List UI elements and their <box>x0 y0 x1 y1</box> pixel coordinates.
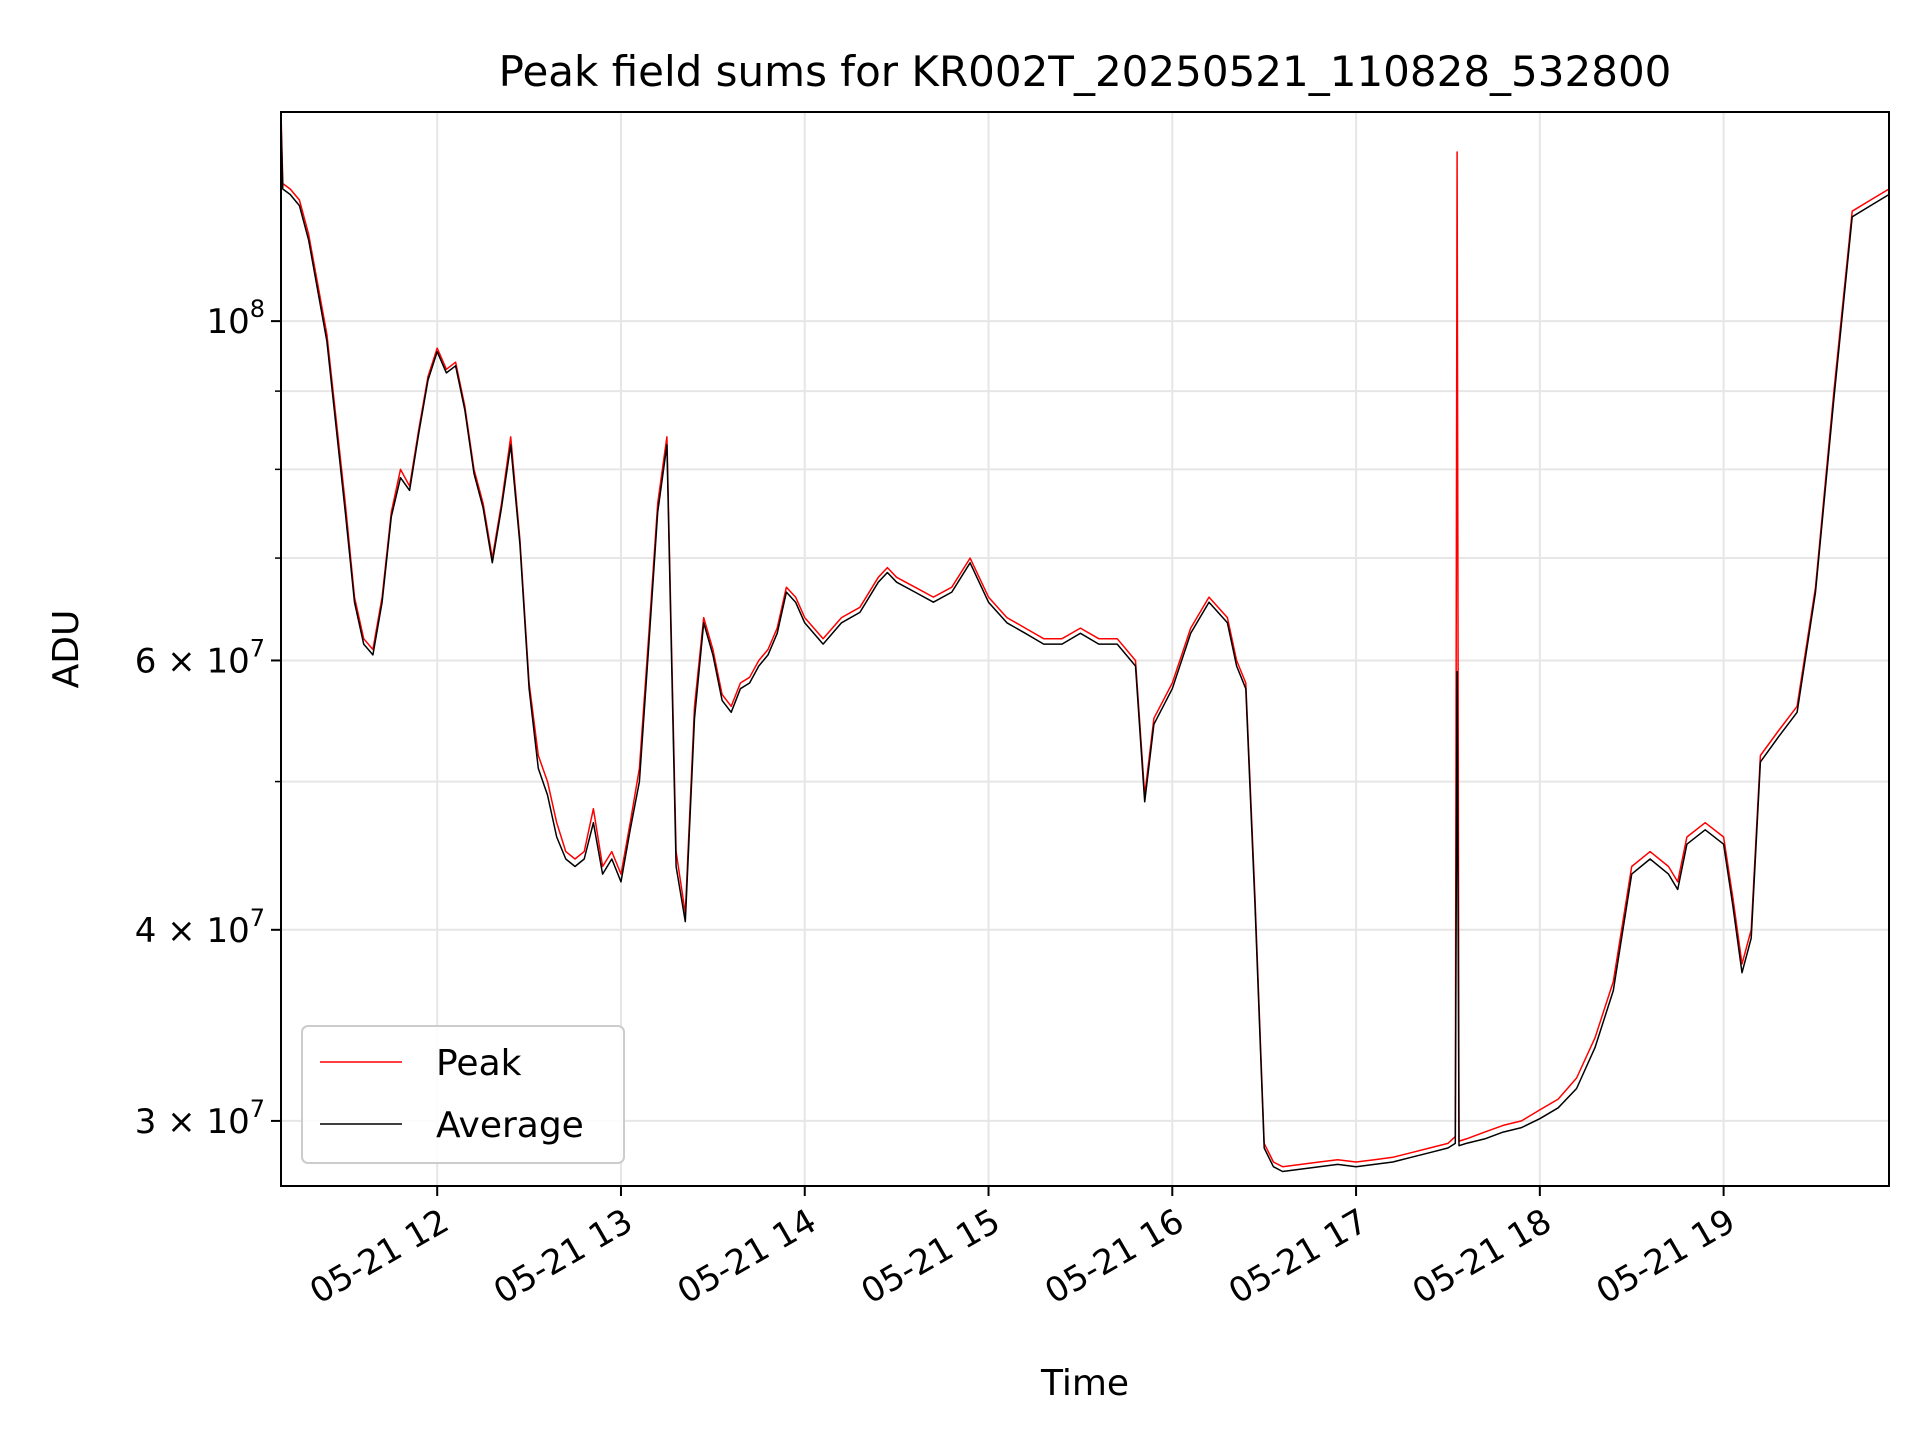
x-tick-label: 05-21 16 <box>1038 1201 1190 1312</box>
series-line-peak <box>280 111 1890 1168</box>
x-tick-label: 05-21 12 <box>303 1201 455 1312</box>
x-axis-label: Time <box>1040 1363 1129 1404</box>
y-tick-exponent: 7 <box>250 1095 265 1123</box>
plot-frame <box>280 111 1890 1187</box>
y-tick-base: 3 × 10 <box>135 1102 250 1142</box>
y-tick-exponent: 7 <box>250 904 265 932</box>
grid <box>281 112 1889 1186</box>
x-tick-label: 05-21 18 <box>1406 1201 1558 1312</box>
legend: Peak Average <box>301 1025 625 1164</box>
series-layer <box>280 111 1890 1173</box>
series-line-average <box>280 121 1890 1173</box>
x-tick-label: 05-21 17 <box>1222 1201 1374 1312</box>
x-tick-label: 05-21 14 <box>671 1201 823 1312</box>
x-tick-label: 05-21 13 <box>487 1201 639 1312</box>
legend-label-peak: Peak <box>436 1043 522 1084</box>
chart-title: Peak field sums for KR002T_20250521_1108… <box>499 47 1672 96</box>
y-tick-base: 4 × 10 <box>135 911 250 951</box>
y-tick-label: 3 × 107 <box>135 1095 265 1142</box>
y-tick-exponent: 8 <box>250 295 265 323</box>
y-tick-base: 10 <box>206 302 249 342</box>
y-tick-label: 4 × 107 <box>135 904 265 951</box>
legend-box <box>301 1025 625 1164</box>
y-tick-label: 6 × 107 <box>135 634 265 681</box>
y-tick-exponent: 7 <box>250 634 265 662</box>
legend-label-average: Average <box>436 1105 584 1146</box>
y-axis-label: ADU <box>46 610 87 689</box>
x-tick-label: 05-21 15 <box>855 1201 1007 1312</box>
y-tick-label: 108 <box>206 295 265 342</box>
x-tick-label: 05-21 19 <box>1590 1201 1742 1312</box>
y-tick-base: 6 × 10 <box>135 641 250 681</box>
